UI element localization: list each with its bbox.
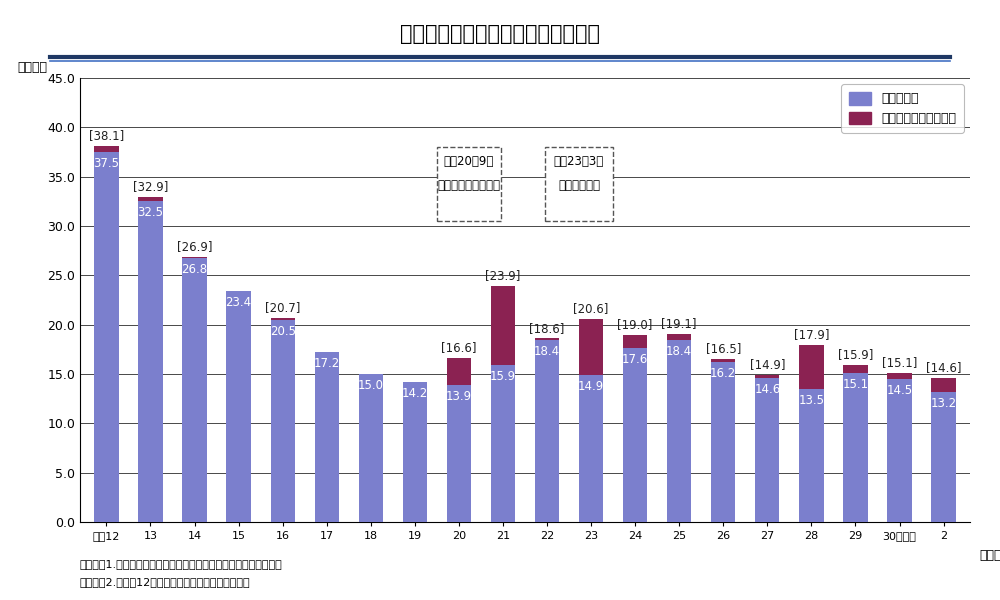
- Bar: [711, 359, 735, 362]
- Text: （年度）: （年度）: [979, 548, 1000, 562]
- Bar: [447, 385, 471, 522]
- Bar: [182, 257, 207, 522]
- Text: [20.7]: [20.7]: [265, 301, 300, 314]
- Text: [15.1]: [15.1]: [882, 356, 917, 369]
- Bar: [931, 378, 956, 392]
- Text: 14.6: 14.6: [754, 383, 780, 396]
- Bar: [931, 392, 956, 522]
- Bar: [94, 146, 119, 152]
- Bar: [579, 375, 603, 522]
- Text: （兆円）: （兆円）: [18, 61, 48, 74]
- Text: 26.8: 26.8: [181, 263, 208, 275]
- Text: [15.9]: [15.9]: [838, 348, 873, 361]
- Bar: [437, 147, 501, 221]
- Bar: [535, 338, 559, 340]
- Bar: [755, 375, 779, 378]
- Text: [26.9]: [26.9]: [177, 239, 212, 253]
- Bar: [843, 365, 868, 373]
- Bar: [887, 379, 912, 522]
- Text: （注）　1.　当初計画ベース。［　］は補正・弾力による改定後。: （注） 1. 当初計画ベース。［ ］は補正・弾力による改定後。: [80, 559, 283, 569]
- Text: 2.　平成12年度は、一般財政投融資ベース。: 2. 平成12年度は、一般財政投融資ベース。: [80, 577, 251, 587]
- Text: [18.6]: [18.6]: [529, 322, 565, 335]
- Text: 37.5: 37.5: [93, 157, 119, 170]
- Text: [19.1]: [19.1]: [661, 317, 697, 329]
- Bar: [535, 340, 559, 522]
- Bar: [315, 352, 339, 522]
- Bar: [94, 152, 119, 522]
- Text: [32.9]: [32.9]: [133, 181, 168, 193]
- Text: 17.6: 17.6: [622, 353, 648, 366]
- Text: 平成23年3月: 平成23年3月: [554, 155, 604, 168]
- Bar: [545, 147, 613, 221]
- Bar: [667, 334, 691, 340]
- Text: [16.6]: [16.6]: [441, 341, 477, 354]
- Text: 財政投融資計画額の推移（フロー）: 財政投融資計画額の推移（フロー）: [400, 24, 600, 44]
- Bar: [843, 373, 868, 522]
- Bar: [271, 318, 295, 320]
- Bar: [226, 291, 251, 522]
- Text: 23.4: 23.4: [226, 296, 252, 309]
- Text: リーマン・ショック: リーマン・ショック: [437, 179, 500, 191]
- Text: 13.9: 13.9: [446, 390, 472, 403]
- Text: 20.5: 20.5: [270, 325, 296, 338]
- Text: [38.1]: [38.1]: [89, 129, 124, 142]
- Bar: [755, 378, 779, 522]
- Bar: [887, 373, 912, 379]
- Text: 16.2: 16.2: [710, 367, 736, 380]
- Text: 18.4: 18.4: [534, 346, 560, 358]
- Text: [17.9]: [17.9]: [794, 328, 829, 341]
- Text: [16.5]: [16.5]: [706, 342, 741, 355]
- Legend: 当初計画額, 改定額（補正＋弾力）: 当初計画額, 改定額（補正＋弾力）: [841, 84, 964, 133]
- Text: [14.9]: [14.9]: [750, 358, 785, 371]
- Text: 15.9: 15.9: [490, 370, 516, 383]
- Bar: [623, 349, 647, 522]
- Bar: [403, 382, 427, 522]
- Text: 平成20年9月: 平成20年9月: [444, 155, 494, 168]
- Text: 13.5: 13.5: [798, 394, 824, 407]
- Text: 東日本大震災: 東日本大震災: [558, 179, 600, 191]
- Text: [19.0]: [19.0]: [617, 317, 653, 331]
- Text: [20.6]: [20.6]: [573, 302, 609, 315]
- Text: 15.0: 15.0: [358, 379, 384, 392]
- Text: 14.9: 14.9: [578, 380, 604, 393]
- Text: 17.2: 17.2: [314, 357, 340, 370]
- Bar: [711, 362, 735, 522]
- Text: 32.5: 32.5: [137, 206, 163, 219]
- Bar: [359, 374, 383, 522]
- Bar: [667, 340, 691, 522]
- Text: [23.9]: [23.9]: [485, 269, 521, 282]
- Text: 13.2: 13.2: [931, 397, 957, 410]
- Bar: [491, 365, 515, 522]
- Text: 14.5: 14.5: [886, 384, 913, 397]
- Bar: [447, 358, 471, 385]
- Bar: [623, 335, 647, 349]
- Bar: [799, 389, 824, 522]
- Bar: [138, 202, 163, 522]
- Bar: [271, 320, 295, 522]
- Bar: [138, 197, 163, 202]
- Text: 15.1: 15.1: [842, 378, 869, 391]
- Bar: [491, 286, 515, 365]
- Bar: [579, 319, 603, 375]
- Text: 14.2: 14.2: [402, 387, 428, 400]
- Text: 18.4: 18.4: [666, 346, 692, 358]
- Bar: [799, 346, 824, 389]
- Text: [14.6]: [14.6]: [926, 361, 961, 374]
